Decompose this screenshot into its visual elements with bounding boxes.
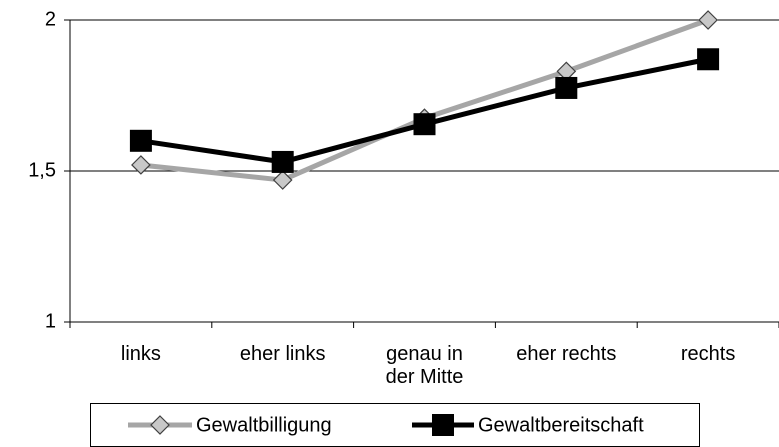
y-tick-label: 2 bbox=[45, 8, 56, 30]
legend-label: Gewaltbilligung bbox=[196, 414, 332, 436]
y-tick-label: 1,5 bbox=[28, 159, 56, 181]
marker bbox=[271, 150, 294, 173]
marker bbox=[413, 113, 436, 136]
x-tick-label: genau in der Mitte bbox=[385, 343, 464, 388]
legend-label: Gewaltbereitschaft bbox=[478, 414, 644, 436]
marker bbox=[698, 10, 718, 30]
x-tick-label: rechts bbox=[680, 343, 736, 365]
legend-marker bbox=[150, 415, 170, 435]
marker bbox=[129, 129, 152, 152]
x-tick-label: links bbox=[120, 343, 161, 365]
marker bbox=[131, 155, 151, 175]
marker bbox=[555, 76, 578, 99]
legend-marker bbox=[432, 414, 454, 436]
marker bbox=[697, 48, 720, 71]
x-tick-label: eher links bbox=[239, 343, 326, 365]
x-tick-label: eher rechts bbox=[516, 343, 617, 365]
y-tick-label: 1 bbox=[45, 310, 56, 332]
series-line bbox=[140, 17, 709, 183]
marker bbox=[272, 170, 293, 190]
